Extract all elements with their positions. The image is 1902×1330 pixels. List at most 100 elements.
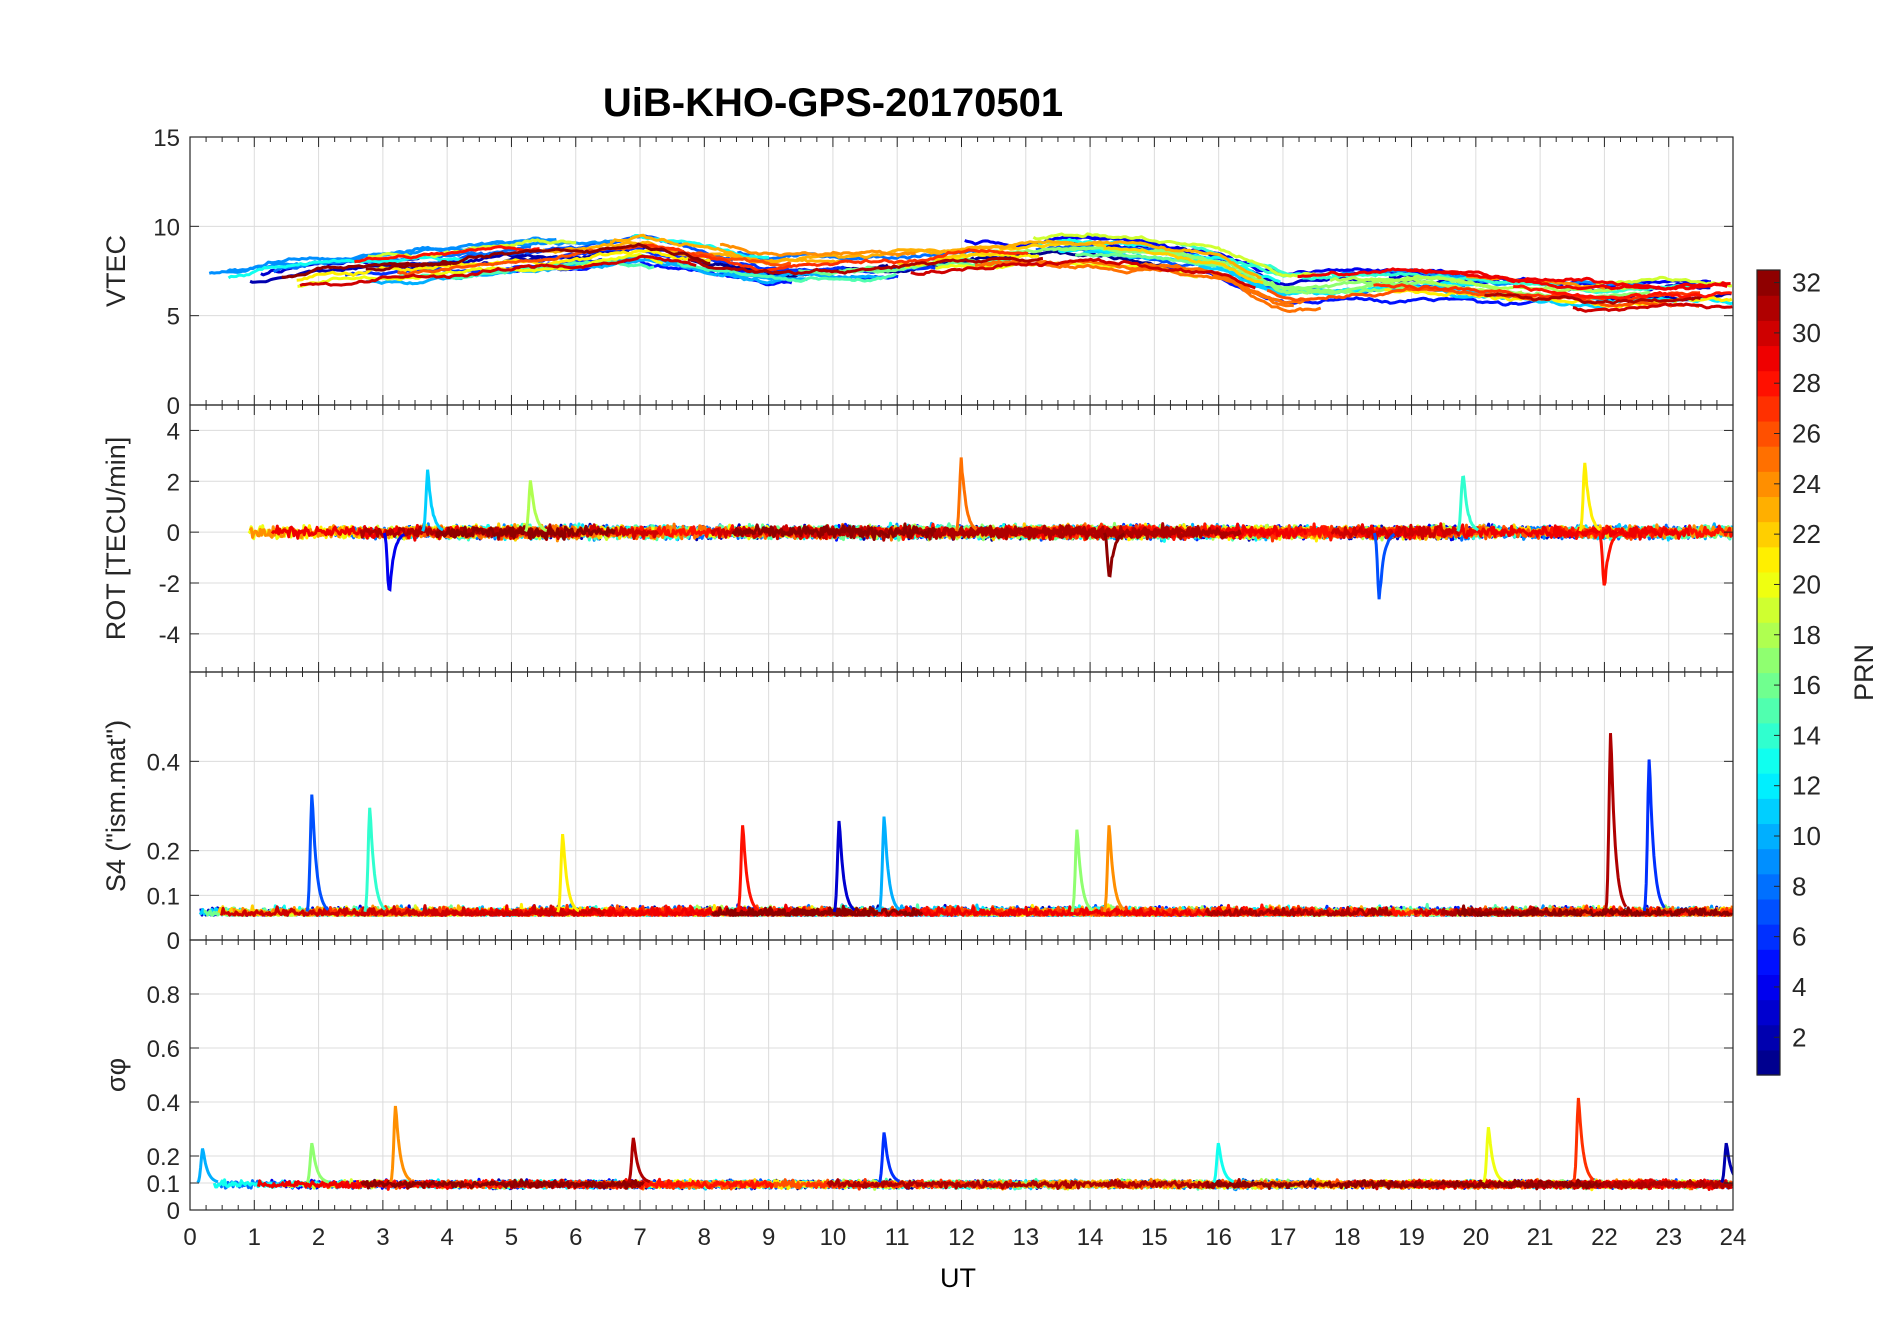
prn-trace (1204, 906, 1393, 917)
prn-trace (1205, 1178, 1602, 1191)
peak-trace (1642, 759, 1666, 912)
prn-trace (365, 242, 711, 272)
traces (208, 232, 1733, 313)
colorbar-tick-label: 30 (1792, 318, 1821, 348)
colorbar-swatch (1757, 722, 1780, 749)
x-ticks: 0 1 2 3 4 5 6 7 8 9 10 11 12 13 14 15 16 17 18 19 20 21 22 23 24 (183, 1224, 1746, 1251)
peak-trace (363, 807, 387, 912)
prn-trace (1032, 232, 1320, 278)
colorbar-tick-label: 22 (1792, 519, 1821, 549)
colorbar-swatch (1757, 999, 1780, 1026)
prn-trace (719, 242, 916, 257)
colorbar-swatch (1757, 974, 1780, 1001)
prn-trace (826, 1178, 1255, 1190)
traces (198, 733, 1733, 917)
prn-trace (1266, 287, 1700, 308)
prn-trace (299, 254, 697, 287)
colorbar-swatch (1757, 672, 1780, 699)
colorbar-swatch (1757, 521, 1780, 548)
colorbar-swatch (1757, 848, 1780, 875)
colorbar-tick-label: 32 (1792, 268, 1821, 298)
colorbar-swatch (1757, 270, 1780, 296)
colorbar-swatch (1757, 295, 1780, 321)
peak-trace (1482, 1126, 1505, 1183)
colorbar-swatch (1757, 798, 1780, 825)
prn-trace (219, 904, 606, 917)
colorbar-tick-label: 28 (1792, 368, 1821, 398)
colorbar-label: PRN (1849, 644, 1879, 701)
colorbar-tick-label: 20 (1792, 569, 1821, 599)
colorbar-swatch (1757, 345, 1780, 372)
y-tick-label: 2 (167, 469, 180, 496)
prn-trace (297, 253, 664, 288)
colorbar-swatch (1757, 697, 1780, 724)
colorbar-swatch (1757, 622, 1780, 648)
y-tick-label: 0.1 (147, 883, 180, 910)
x-tick-label: 2 (312, 1224, 325, 1251)
colorbar-swatch (1757, 546, 1780, 573)
peak-trace (1102, 532, 1125, 578)
x-tick-label: 22 (1591, 1224, 1618, 1251)
x-axis-label: UT (940, 1263, 976, 1293)
colorbar-tick-label: 26 (1792, 419, 1821, 449)
prn-trace (1357, 522, 1691, 541)
y-tick-label: -2 (159, 571, 180, 598)
x-tick-label: 8 (698, 1224, 711, 1251)
colorbar-tick-label: 2 (1792, 1022, 1806, 1052)
colorbar-swatch (1757, 873, 1780, 900)
x-tick-label: 5 (505, 1224, 518, 1251)
colorbar-swatch (1757, 597, 1780, 623)
x-tick-label: 19 (1398, 1224, 1425, 1251)
x-tick-label: 3 (376, 1224, 389, 1251)
prn-trace (677, 261, 897, 283)
colorbar-tick-label: 12 (1792, 771, 1821, 801)
colorbar-swatch (1757, 446, 1780, 472)
y-tick-label: -4 (159, 622, 180, 649)
peak-trace (1720, 1142, 1733, 1184)
colorbar-swatch (1757, 370, 1780, 397)
colorbar-swatch (1757, 320, 1780, 347)
y-tick-label: 0 (167, 1198, 180, 1225)
y-axis-label: S4 ("ism.mat") (101, 720, 131, 892)
x-tick-label: 0 (183, 1224, 196, 1251)
colorbar-swatch (1757, 647, 1780, 674)
peak-trace (305, 1142, 329, 1184)
peak-trace (1578, 462, 1602, 532)
colorbar-tick-label: 10 (1792, 821, 1821, 851)
colorbar-tick-label: 14 (1792, 720, 1821, 750)
prn-trace (1103, 246, 1264, 285)
x-tick-label: 4 (440, 1224, 453, 1251)
prn-trace (1246, 259, 1695, 295)
colorbar-tick-label: 24 (1792, 469, 1821, 499)
panel-s4: 0 0.1 0.2 0.4 S4 ("ism.mat") (101, 671, 1734, 955)
y-tick-label: 0.8 (147, 982, 180, 1009)
colorbar-swatch (1757, 420, 1780, 447)
peak-trace (524, 480, 548, 532)
x-tick-label: 13 (1012, 1224, 1039, 1251)
x-tick-label: 17 (1270, 1224, 1297, 1251)
peak-trace (382, 532, 406, 592)
peak-trace (1572, 1097, 1595, 1183)
x-tick-label: 6 (569, 1224, 582, 1251)
prn-trace (1484, 292, 1701, 305)
y-tick-label: 15 (153, 125, 180, 152)
prn-trace (1297, 267, 1728, 291)
y-tick-label: 0.2 (147, 1144, 180, 1171)
prn-trace (725, 906, 924, 917)
panel-rot: -4 -2 0 2 4 ROT [TECU/min] (101, 404, 1734, 673)
prn-trace (1595, 275, 1732, 288)
prn-trace (1572, 302, 1733, 313)
colorbar-swatch (1757, 571, 1780, 598)
x-tick-label: 24 (1720, 1224, 1747, 1251)
colorbar-swatch (1757, 898, 1780, 925)
peak-trace (627, 1137, 651, 1184)
colorbar-tick-label: 8 (1792, 871, 1806, 901)
prn-trace (354, 245, 540, 264)
x-tick-label: 15 (1141, 1224, 1168, 1251)
peak-trace (556, 833, 580, 913)
x-tick-label: 12 (948, 1224, 975, 1251)
colorbar-tick-label: 18 (1792, 620, 1821, 650)
